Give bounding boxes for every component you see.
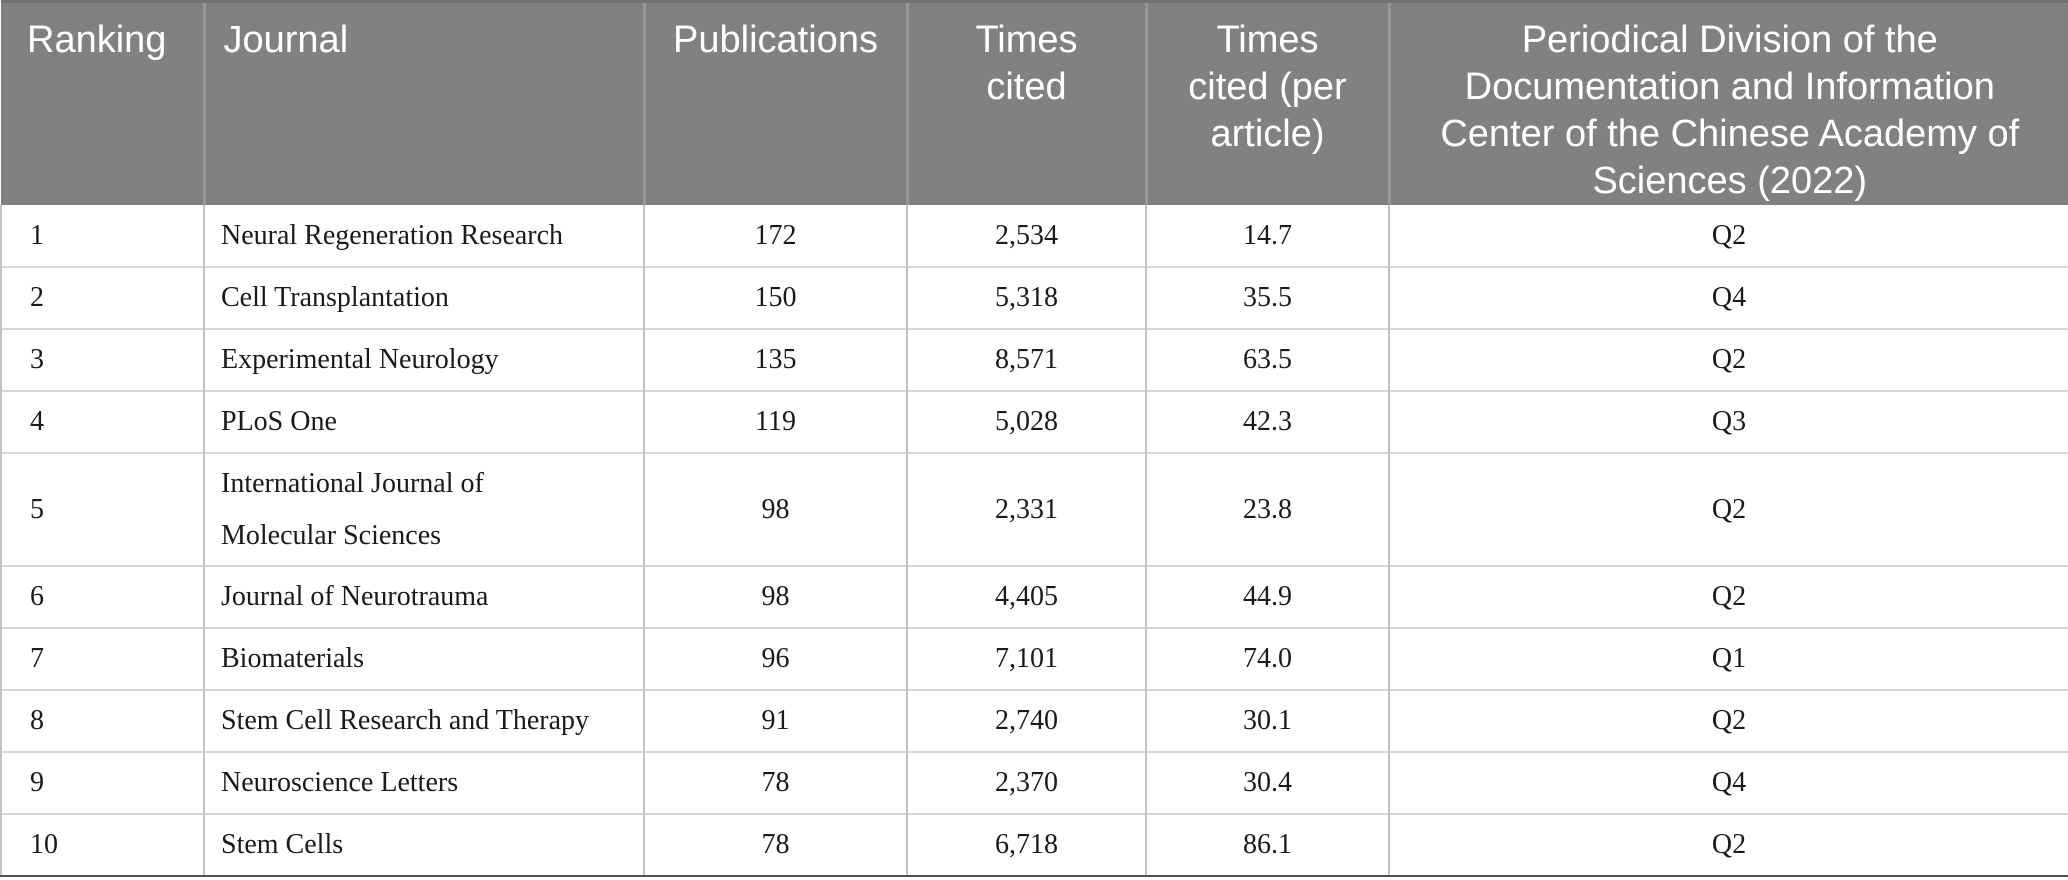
journal-cell: Stem Cell Research and Therapy	[203, 689, 645, 752]
ranking-cell: 7	[0, 627, 205, 690]
publications-cell: 98	[643, 565, 908, 628]
periodical-division-cell: Q1	[1388, 627, 2068, 690]
table-row: 2 Cell Transplantation 150 5,318 35.5 Q4	[0, 266, 2068, 329]
column-header-journal: Journal	[202, 0, 644, 205]
times-cited-per-article-cell: 14.7	[1145, 205, 1390, 267]
table-row: 7 Biomaterials 96 7,101 74.0 Q1	[0, 627, 2068, 690]
times-cited-per-article-cell: 30.4	[1145, 751, 1390, 814]
periodical-division-cell: Q4	[1388, 751, 2068, 814]
table-row: 6 Journal of Neurotrauma 98 4,405 44.9 Q…	[0, 565, 2068, 628]
times-cited-cell: 8,571	[906, 328, 1147, 391]
periodical-division-cell: Q2	[1388, 689, 2068, 752]
table-header-row: Ranking Journal Publications Times cited…	[1, 0, 2068, 205]
publications-cell: 119	[643, 390, 908, 453]
table-row: 9 Neuroscience Letters 78 2,370 30.4 Q4	[0, 751, 2068, 814]
ranking-cell: 6	[0, 565, 205, 628]
times-cited-cell: 2,370	[906, 751, 1147, 814]
journal-cell: Neuroscience Letters	[203, 751, 645, 814]
times-cited-cell: 5,318	[906, 266, 1147, 329]
publications-cell: 78	[643, 813, 908, 877]
times-cited-per-article-cell: 42.3	[1145, 390, 1390, 453]
publications-cell: 172	[643, 205, 908, 267]
times-cited-cell: 2,534	[906, 205, 1147, 267]
times-cited-cell: 6,718	[906, 813, 1147, 877]
times-cited-per-article-cell: 86.1	[1145, 813, 1390, 877]
column-header-publications: Publications	[642, 0, 907, 205]
table-row: 3 Experimental Neurology 135 8,571 63.5 …	[0, 328, 2068, 391]
journal-cell: Stem Cells	[203, 813, 645, 877]
publications-cell: 96	[643, 627, 908, 690]
publications-cell: 91	[643, 689, 908, 752]
times-cited-per-article-cell: 23.8	[1145, 452, 1390, 566]
periodical-division-cell: Q2	[1388, 565, 2068, 628]
journal-cell: Cell Transplantation	[203, 266, 645, 329]
times-cited-cell: 2,740	[906, 689, 1147, 752]
times-cited-per-article-cell: 74.0	[1145, 627, 1390, 690]
ranking-cell: 5	[0, 452, 205, 566]
publications-cell: 135	[643, 328, 908, 391]
table-row: 5 International Journal of Molecular Sci…	[0, 452, 2068, 566]
times-cited-per-article-cell: 35.5	[1145, 266, 1390, 329]
ranking-cell: 1	[0, 205, 205, 267]
periodical-division-cell: Q2	[1388, 813, 2068, 877]
periodical-division-cell: Q3	[1388, 390, 2068, 453]
publications-cell: 150	[643, 266, 908, 329]
table-row: 8 Stem Cell Research and Therapy 91 2,74…	[0, 689, 2068, 752]
ranking-cell: 3	[0, 328, 205, 391]
periodical-division-cell: Q2	[1388, 328, 2068, 391]
journal-cell: International Journal of Molecular Scien…	[203, 452, 645, 566]
column-header-periodical-division: Periodical Division of the Documentation…	[1387, 0, 2068, 205]
times-cited-cell: 4,405	[906, 565, 1147, 628]
periodical-division-cell: Q2	[1388, 205, 2068, 267]
ranking-cell: 8	[0, 689, 205, 752]
table-row: 4 PLoS One 119 5,028 42.3 Q3	[0, 390, 2068, 453]
times-cited-cell: 2,331	[906, 452, 1147, 566]
ranking-cell: 9	[0, 751, 205, 814]
journal-cell: Journal of Neurotrauma	[203, 565, 645, 628]
ranking-cell: 2	[0, 266, 205, 329]
column-header-times-cited-per-article: Times cited (per article)	[1144, 0, 1389, 205]
table-row: 10 Stem Cells 78 6,718 86.1 Q2	[0, 813, 2068, 877]
times-cited-cell: 7,101	[906, 627, 1147, 690]
ranking-cell: 4	[0, 390, 205, 453]
column-header-times-cited: Times cited	[905, 0, 1146, 205]
times-cited-per-article-cell: 30.1	[1145, 689, 1390, 752]
table-row: 1 Neural Regeneration Research 172 2,534…	[0, 205, 2068, 267]
ranking-cell: 10	[0, 813, 205, 877]
journal-cell: Experimental Neurology	[203, 328, 645, 391]
times-cited-cell: 5,028	[906, 390, 1147, 453]
journal-cell: Neural Regeneration Research	[203, 205, 645, 267]
periodical-division-cell: Q4	[1388, 266, 2068, 329]
column-header-ranking: Ranking	[1, 0, 204, 205]
publications-cell: 98	[643, 452, 908, 566]
publications-cell: 78	[643, 751, 908, 814]
periodical-division-cell: Q2	[1388, 452, 2068, 566]
times-cited-per-article-cell: 63.5	[1145, 328, 1390, 391]
journal-cell: PLoS One	[203, 390, 645, 453]
times-cited-per-article-cell: 44.9	[1145, 565, 1390, 628]
journal-cell: Biomaterials	[203, 627, 645, 690]
